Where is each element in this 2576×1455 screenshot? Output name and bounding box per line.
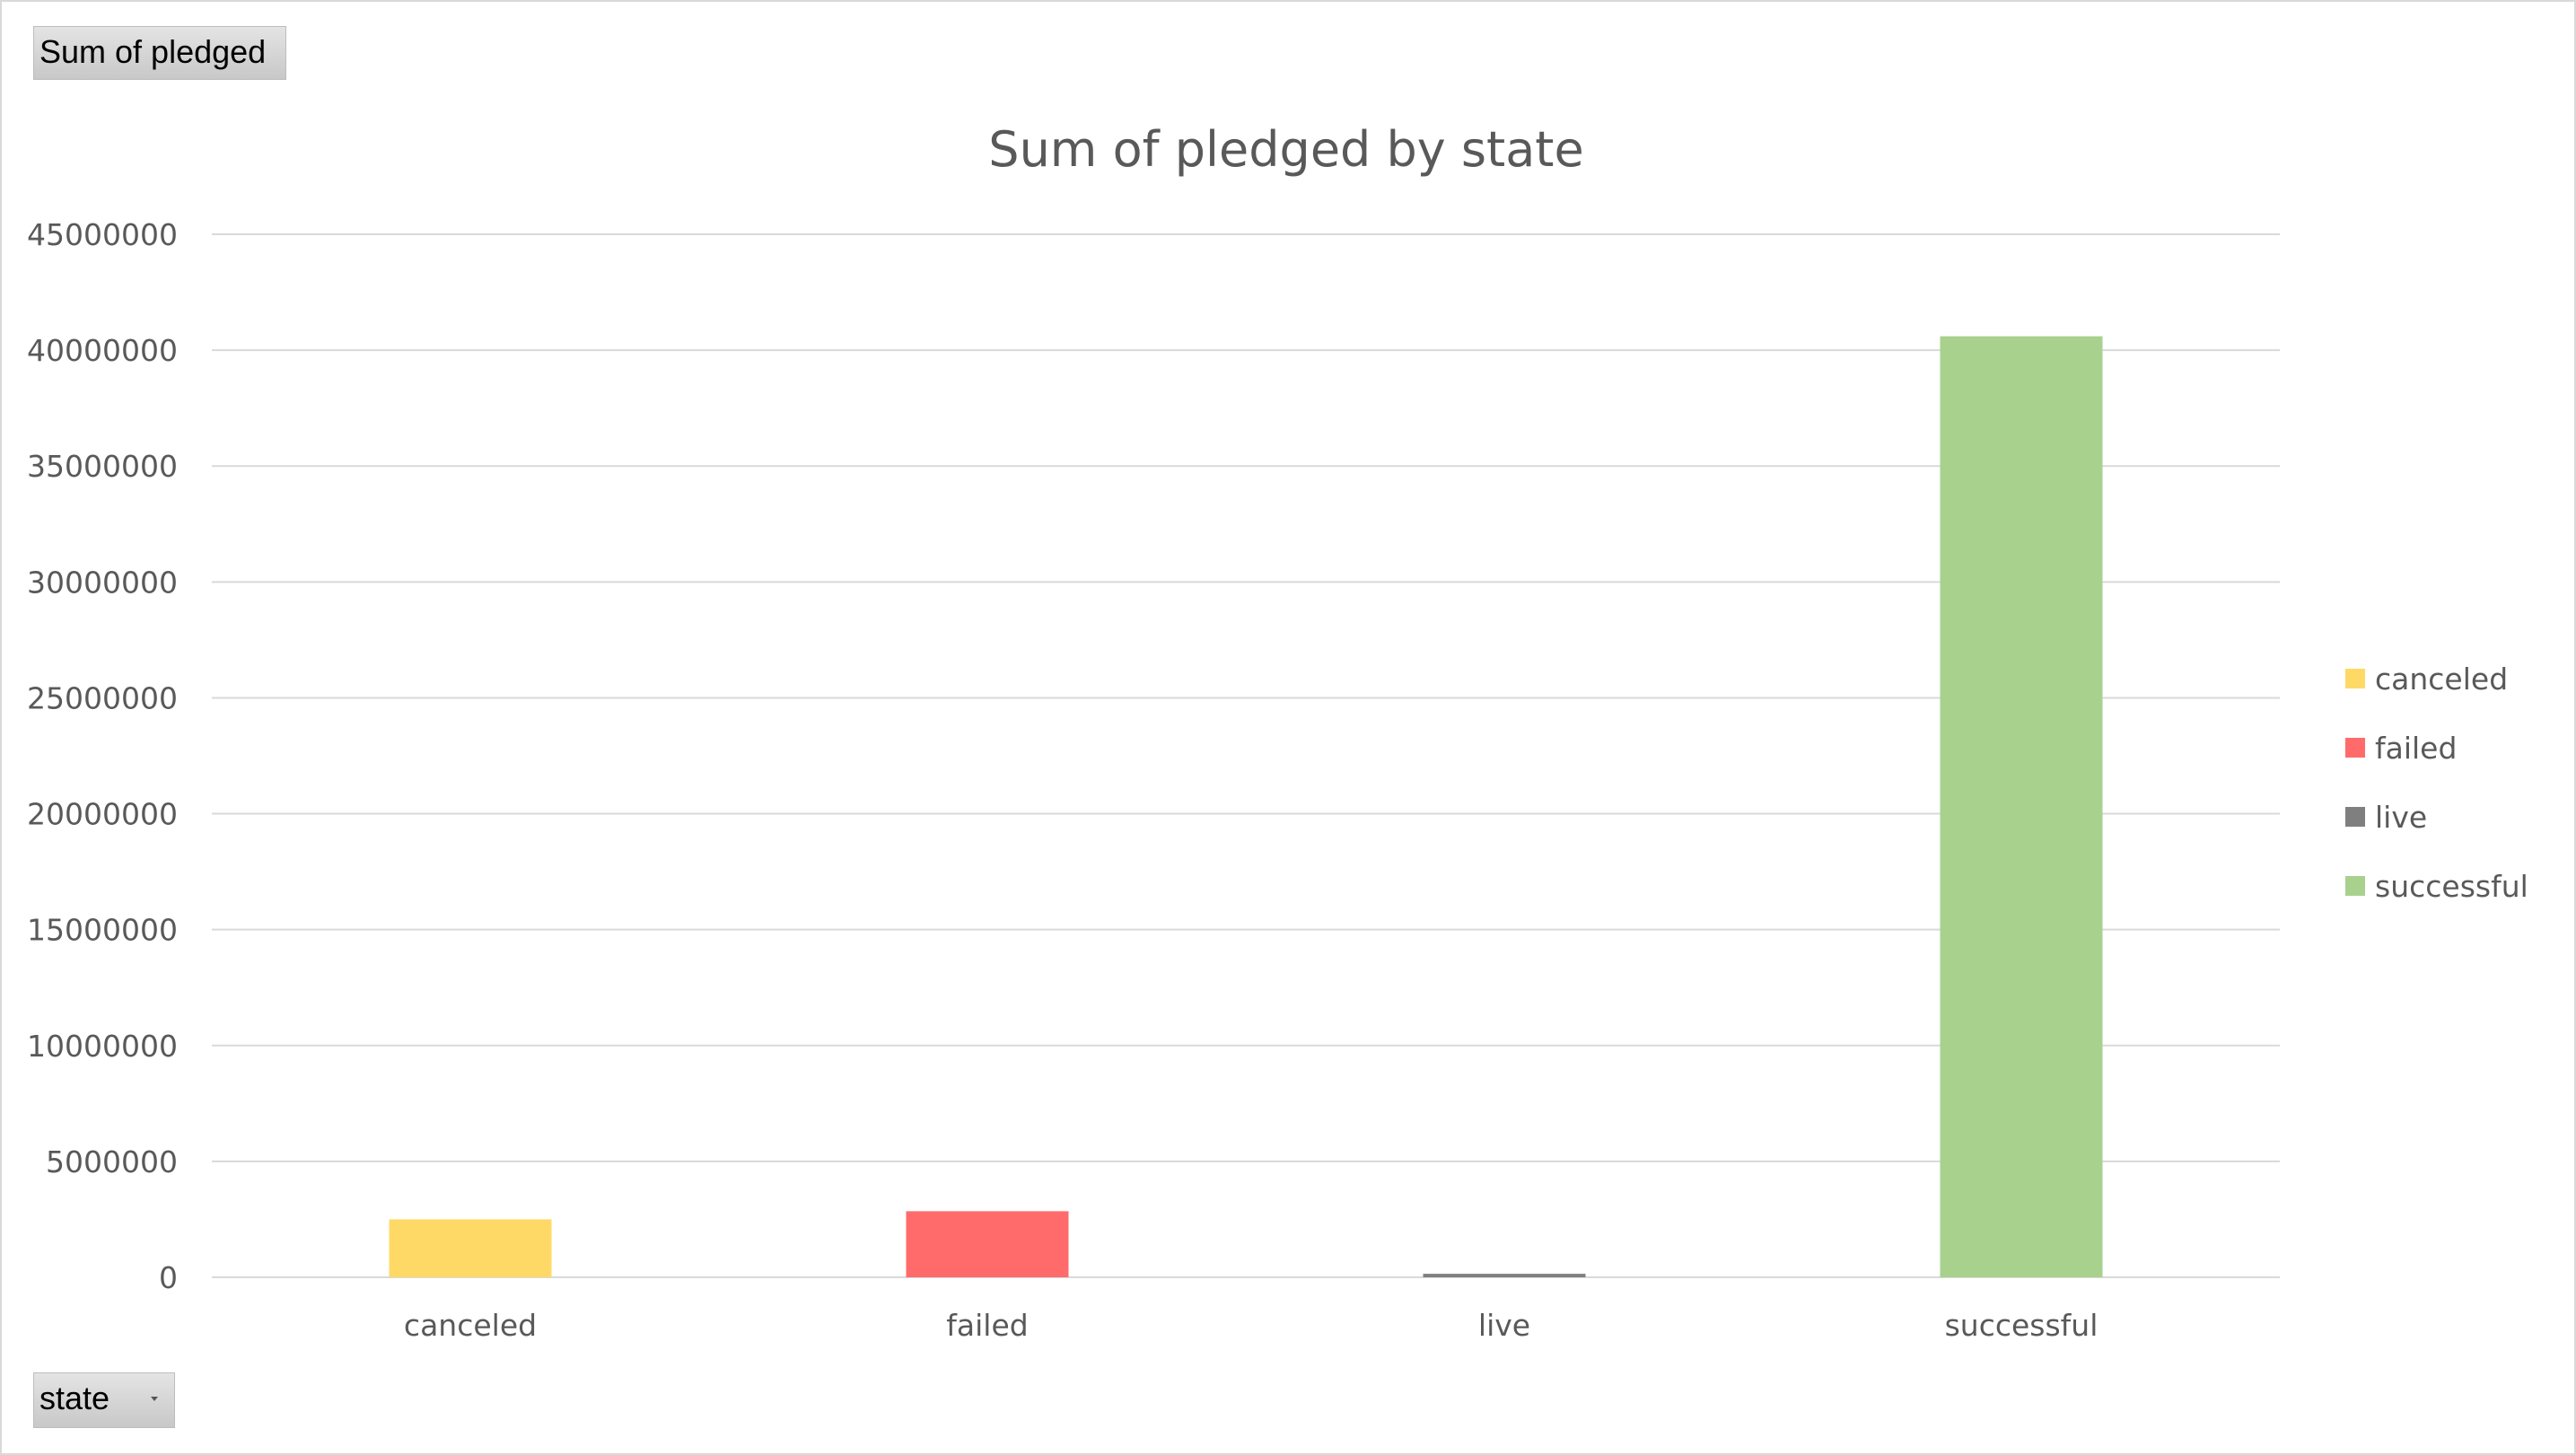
y-tick-label: 20000000	[27, 797, 178, 832]
legend: canceled failed live successful	[2345, 662, 2528, 904]
y-tick-label: 45000000	[27, 217, 178, 252]
y-tick-label: 0	[159, 1260, 178, 1295]
bar-live[interactable]	[1423, 1274, 1586, 1277]
x-tick-label: successful	[1945, 1308, 2098, 1343]
legend-label: failed	[2375, 731, 2457, 766]
x-axis: canceled failed live successful	[404, 1308, 2098, 1343]
y-axis: 0 5000000 10000000 15000000 20000000 25000000…	[27, 217, 178, 1295]
value-field-button[interactable]: Sum of pledged	[33, 26, 286, 80]
legend-label: canceled	[2375, 662, 2508, 697]
y-tick-label: 35000000	[27, 449, 178, 484]
x-tick-label: failed	[946, 1308, 1028, 1343]
legend-swatch-canceled	[2345, 669, 2365, 688]
bars	[389, 336, 2103, 1277]
legend-swatch-successful	[2345, 876, 2365, 896]
y-tick-label: 25000000	[27, 680, 178, 715]
axis-field-button[interactable]: state	[33, 1372, 175, 1428]
y-tick-label: 5000000	[46, 1144, 178, 1179]
gridlines	[212, 233, 2280, 1278]
legend-label: live	[2375, 800, 2427, 835]
bar-canceled[interactable]	[389, 1219, 552, 1277]
y-tick-label: 15000000	[27, 913, 178, 948]
y-tick-label: 10000000	[27, 1029, 178, 1064]
value-field-label: Sum of pledged	[39, 33, 267, 70]
x-tick-label: live	[1478, 1308, 1530, 1343]
legend-swatch-live	[2345, 807, 2365, 827]
dropdown-arrow-icon[interactable]	[151, 1397, 158, 1401]
bar-successful[interactable]	[1940, 336, 2103, 1277]
y-tick-label: 30000000	[27, 565, 178, 600]
axis-field-label: state	[39, 1380, 110, 1416]
y-tick-label: 40000000	[27, 333, 178, 368]
chart-title: Sum of pledged by state	[988, 121, 1583, 178]
legend-swatch-failed	[2345, 738, 2365, 758]
legend-label: successful	[2375, 869, 2528, 904]
x-tick-label: canceled	[404, 1308, 537, 1343]
bar-failed[interactable]	[906, 1211, 1069, 1277]
